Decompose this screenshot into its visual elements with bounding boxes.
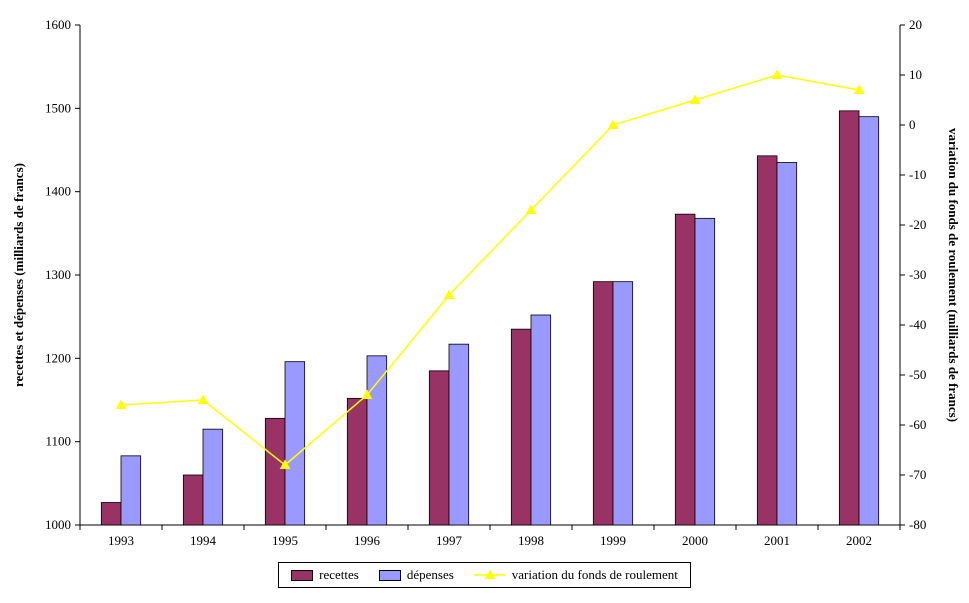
x-axis-category-label: 1994 (190, 533, 217, 548)
depenses-swatch-icon (378, 569, 401, 581)
variation-point-2001 (771, 69, 783, 79)
left-axis-title: recettes et dépenses (milliards de franc… (11, 163, 26, 387)
right-axis-tick-label: 0 (909, 117, 916, 132)
right-axis-tick-label: -80 (909, 517, 926, 532)
right-axis-tick-label: -70 (909, 467, 926, 482)
bar-recettes-1996 (346, 397, 368, 526)
bar-recettes-2001 (756, 155, 778, 526)
x-axis-category-label: 2001 (764, 533, 790, 548)
right-axis-tick-label: -50 (909, 367, 926, 382)
left-axis-tick-label: 1300 (45, 267, 71, 282)
x-axis-category-label: 1998 (518, 533, 544, 548)
bar-recettes-1999 (592, 281, 614, 526)
right-axis-tick-label: -20 (909, 217, 926, 232)
legend-item-variation: variation du fonds de roulement (473, 567, 678, 583)
right-axis-tick-label: 20 (909, 17, 922, 32)
right-axis-title: variation du fonds de roulement (milliar… (946, 127, 961, 423)
bar-dépenses-2002 (858, 116, 880, 526)
left-axis-tick-label: 1100 (45, 434, 71, 449)
legend-label-depenses: dépenses (406, 567, 454, 582)
bar-dépenses-1997 (448, 343, 470, 526)
left-axis-tick-label: 1000 (45, 517, 71, 532)
x-axis-category-label: 1999 (600, 533, 626, 548)
legend-item-recettes: recettes (291, 567, 359, 583)
variation-point-1994 (197, 394, 209, 404)
plot-area: 1000 1100 1200 1300 1400 1500 1600 -80 -70 -60 -50… (45, 17, 926, 548)
left-axis-tick-label: 1500 (45, 100, 71, 115)
x-axis-category-label: 1995 (272, 533, 298, 548)
legend: recettes dépenses variation du fonds de … (278, 562, 691, 588)
legend-label-variation: variation du fonds de roulement (511, 567, 678, 582)
variation-line (120, 74, 860, 466)
bar-recettes-1995 (264, 417, 286, 526)
right-axis-tick-label: -40 (909, 317, 926, 332)
bar-recettes-1994 (182, 474, 204, 526)
recettes-swatch-icon (291, 569, 314, 581)
variation-point-1993 (115, 399, 127, 409)
right-axis-tick-label: -60 (909, 417, 926, 432)
bar-dépenses-2000 (694, 217, 716, 526)
legend-item-depenses: dépenses (378, 567, 454, 583)
variation-point-1995 (279, 459, 291, 469)
bar-dépenses-1996 (366, 355, 388, 526)
x-axis-category-label: 1997 (436, 533, 463, 548)
bar-dépenses-2001 (776, 162, 798, 526)
bar-recettes-2000 (674, 213, 696, 526)
variation-point-1996 (361, 389, 373, 399)
legend-label-recettes: recettes (319, 567, 359, 582)
right-axis-tick-label: -30 (909, 267, 926, 282)
x-axis-category-label: 1993 (108, 533, 134, 548)
x-axis-category-label: 2002 (846, 533, 872, 548)
variation-point-1999 (607, 119, 619, 129)
bar-recettes-1997 (428, 370, 450, 526)
variation-point-2000 (689, 94, 701, 104)
bar-dépenses-1999 (612, 281, 634, 526)
variation-point-1997 (443, 289, 455, 299)
right-axis-tick-label: -10 (909, 167, 926, 182)
bar-dépenses-1995 (284, 361, 306, 526)
left-axis-tick-label: 1600 (45, 17, 71, 32)
legend-triangle-icon (484, 569, 496, 579)
bar-dépenses-1993 (120, 455, 142, 526)
variation-point-1998 (525, 204, 537, 214)
bar-recettes-1998 (510, 328, 532, 526)
left-axis-tick-label: 1400 (45, 184, 71, 199)
x-axis-category-label: 1996 (354, 533, 381, 548)
bar-dépenses-1994 (202, 428, 224, 526)
right-axis-tick-label: 10 (909, 67, 922, 82)
bar-dépenses-1998 (530, 314, 552, 526)
bar-recettes-2002 (838, 110, 860, 526)
variation-line-marker-icon (473, 569, 506, 579)
left-axis-tick-label: 1200 (45, 350, 71, 365)
legend-row: recettes dépenses variation du fonds de … (0, 562, 969, 588)
bar-recettes-1993 (100, 502, 122, 526)
x-axis-category-label: 2000 (682, 533, 708, 548)
variation-point-2002 (853, 84, 865, 94)
